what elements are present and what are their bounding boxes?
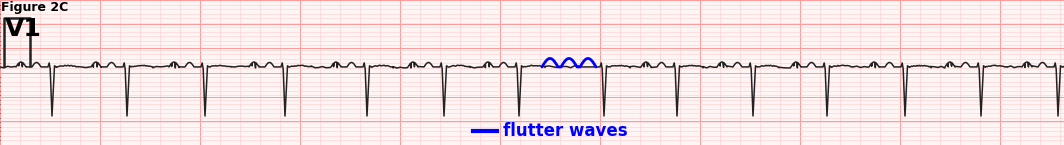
Text: V1: V1 — [5, 17, 43, 41]
Text: Figure 2C: Figure 2C — [1, 1, 68, 14]
Text: flutter waves: flutter waves — [503, 122, 628, 139]
